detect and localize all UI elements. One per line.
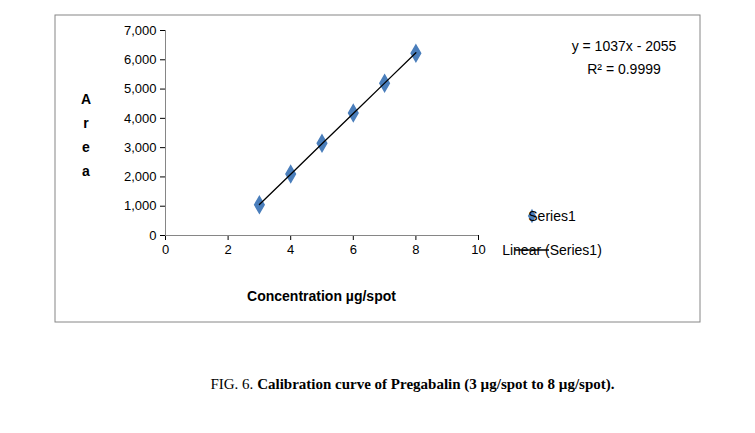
svg-text:r: r xyxy=(83,115,89,131)
svg-text:2: 2 xyxy=(224,242,231,257)
svg-text:10: 10 xyxy=(471,242,485,257)
svg-text:Series1: Series1 xyxy=(528,208,576,224)
svg-text:e: e xyxy=(82,139,90,155)
svg-text:3,000: 3,000 xyxy=(124,140,157,155)
svg-text:R² = 0.9999: R² = 0.9999 xyxy=(587,61,661,77)
svg-text:8: 8 xyxy=(412,242,419,257)
svg-text:4: 4 xyxy=(287,242,294,257)
svg-text:A: A xyxy=(81,91,91,107)
svg-text:Linear (Series1): Linear (Series1) xyxy=(502,242,602,258)
svg-text:0: 0 xyxy=(162,242,169,257)
svg-text:6: 6 xyxy=(350,242,357,257)
svg-text:0: 0 xyxy=(149,228,156,243)
svg-text:6,000: 6,000 xyxy=(124,52,157,67)
svg-text:5,000: 5,000 xyxy=(124,81,157,96)
svg-text:7,000: 7,000 xyxy=(124,23,157,38)
svg-text:a: a xyxy=(82,163,90,179)
html-text:FIG. 6. Calibration curve of P: FIG. 6. Calibration curve of Pregabalin … xyxy=(210,376,615,392)
svg-text:Concentration µg/spot: Concentration µg/spot xyxy=(247,288,396,304)
svg-text:y = 1037x - 2055: y = 1037x - 2055 xyxy=(572,38,677,54)
svg-text:2,000: 2,000 xyxy=(124,169,157,184)
svg-text:4,000: 4,000 xyxy=(124,111,157,126)
svg-text:1,000: 1,000 xyxy=(124,198,157,213)
